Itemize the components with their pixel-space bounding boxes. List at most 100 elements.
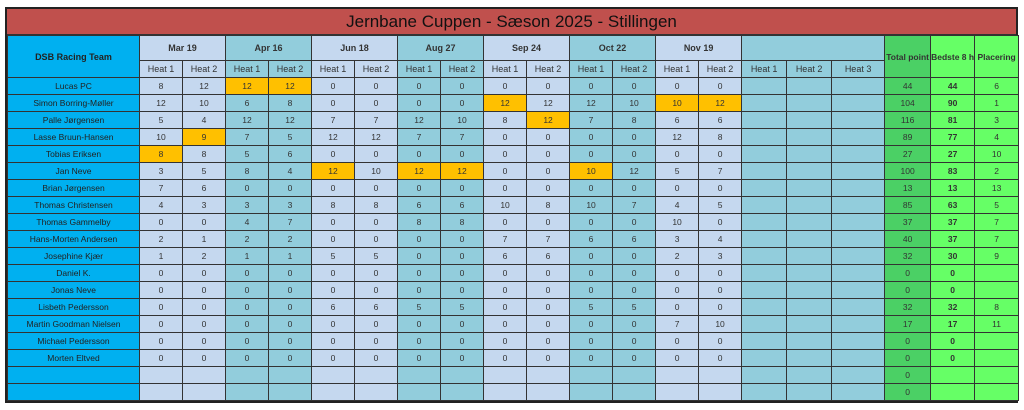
placement-cell[interactable]: 3 (974, 111, 1020, 129)
heat-score-cell[interactable] (786, 264, 833, 282)
heat-score-cell[interactable]: 0 (182, 281, 226, 299)
heat-score-cell[interactable]: 0 (182, 315, 226, 333)
heat-score-cell[interactable] (741, 315, 788, 333)
heat-score-cell[interactable]: 1 (267, 247, 313, 265)
heat-score-cell[interactable]: 0 (483, 145, 528, 163)
heat-score-cell[interactable] (267, 366, 313, 384)
heat-score-cell[interactable]: 7 (397, 128, 442, 146)
driver-name[interactable] (7, 366, 140, 384)
heat-score-cell[interactable]: 5 (139, 111, 183, 129)
heat-score-cell[interactable]: 0 (397, 349, 442, 367)
heat-score-cell[interactable]: 0 (354, 145, 399, 163)
heat-score-cell[interactable]: 10 (182, 94, 226, 112)
driver-name[interactable]: Jonas Neve (7, 281, 140, 299)
heat-score-cell[interactable]: 0 (569, 247, 614, 265)
heat-score-cell[interactable]: 10 (139, 128, 183, 146)
heat-score-cell[interactable]: 0 (569, 128, 614, 146)
heat-score-cell[interactable]: 8 (225, 162, 269, 180)
heat-score-cell[interactable]: 0 (483, 179, 528, 197)
heat-score-cell[interactable] (786, 366, 833, 384)
heat-score-cell[interactable]: 0 (526, 332, 571, 350)
heat-score-cell[interactable] (831, 315, 886, 333)
heat-score-cell[interactable] (786, 94, 833, 112)
heat-score-cell[interactable]: 0 (311, 349, 356, 367)
best-8-cell[interactable]: 37 (930, 230, 976, 248)
best-8-cell[interactable]: 0 (930, 349, 976, 367)
heat-score-cell[interactable]: 8 (526, 196, 571, 214)
heat-score-cell[interactable]: 0 (182, 213, 226, 231)
heat-score-cell[interactable] (786, 247, 833, 265)
heat-score-cell[interactable]: 0 (569, 332, 614, 350)
heat-score-cell[interactable] (786, 298, 833, 316)
heat-score-cell[interactable]: 0 (440, 349, 485, 367)
heat-score-cell[interactable]: 10 (655, 213, 700, 231)
heat-score-cell[interactable] (741, 213, 788, 231)
driver-name[interactable]: Lasse Bruun-Hansen (7, 128, 140, 146)
heat-score-cell[interactable]: 0 (569, 315, 614, 333)
heat-score-cell[interactable]: 5 (569, 298, 614, 316)
heat-score-cell[interactable]: 12 (526, 111, 571, 129)
heat-score-cell[interactable]: 0 (225, 179, 269, 197)
total-points-cell[interactable]: 85 (884, 196, 932, 214)
heat-score-cell[interactable] (831, 230, 886, 248)
heat-score-cell[interactable] (354, 366, 399, 384)
driver-name[interactable]: Daniel K. (7, 264, 140, 282)
heat-score-cell[interactable]: 0 (655, 332, 700, 350)
total-points-cell[interactable]: 100 (884, 162, 932, 180)
heat-score-cell[interactable] (786, 128, 833, 146)
heat-score-cell[interactable] (831, 349, 886, 367)
heat-score-cell[interactable] (786, 281, 833, 299)
heat-score-cell[interactable]: 4 (225, 213, 269, 231)
driver-name[interactable]: Hans-Morten Andersen (7, 230, 140, 248)
heat-score-cell[interactable] (741, 383, 788, 401)
heat-score-cell[interactable]: 0 (655, 298, 700, 316)
heat-score-cell[interactable] (741, 247, 788, 265)
driver-name[interactable]: Josephine Kjær (7, 247, 140, 265)
heat-score-cell[interactable] (741, 162, 788, 180)
heat-score-cell[interactable]: 0 (139, 264, 183, 282)
placement-cell[interactable]: 1 (974, 94, 1020, 112)
heat-score-cell[interactable]: 9 (182, 128, 226, 146)
heat-score-cell[interactable]: 4 (182, 111, 226, 129)
heat-score-cell[interactable]: 0 (569, 179, 614, 197)
total-points-cell[interactable]: 37 (884, 213, 932, 231)
heat-score-cell[interactable] (831, 179, 886, 197)
heat-score-cell[interactable]: 0 (311, 315, 356, 333)
heat-score-cell[interactable]: 0 (440, 77, 485, 95)
heat-score-cell[interactable]: 10 (569, 196, 614, 214)
heat-score-cell[interactable]: 0 (526, 315, 571, 333)
driver-name[interactable]: Michael Pedersson (7, 332, 140, 350)
heat-score-cell[interactable]: 0 (311, 281, 356, 299)
heat-score-cell[interactable]: 6 (354, 298, 399, 316)
heat-score-cell[interactable] (182, 383, 226, 401)
driver-name[interactable]: Jan Neve (7, 162, 140, 180)
total-points-cell[interactable]: 40 (884, 230, 932, 248)
heat-score-cell[interactable] (831, 264, 886, 282)
heat-score-cell[interactable]: 6 (612, 230, 657, 248)
heat-score-cell[interactable]: 10 (569, 162, 614, 180)
heat-score-cell[interactable]: 0 (311, 264, 356, 282)
heat-score-cell[interactable] (483, 366, 528, 384)
heat-score-cell[interactable]: 5 (311, 247, 356, 265)
heat-score-cell[interactable]: 6 (440, 196, 485, 214)
heat-score-cell[interactable]: 12 (440, 162, 485, 180)
heat-score-cell[interactable]: 0 (182, 349, 226, 367)
heat-score-cell[interactable]: 3 (655, 230, 700, 248)
heat-score-cell[interactable]: 12 (612, 162, 657, 180)
heat-score-cell[interactable]: 12 (526, 94, 571, 112)
heat-score-cell[interactable]: 0 (698, 281, 743, 299)
heat-score-cell[interactable] (526, 366, 571, 384)
driver-name[interactable]: Tobias Eriksen (7, 145, 140, 163)
heat-score-cell[interactable]: 6 (397, 196, 442, 214)
heat-score-cell[interactable]: 12 (311, 162, 356, 180)
heat-score-cell[interactable] (741, 281, 788, 299)
heat-score-cell[interactable] (741, 111, 788, 129)
heat-score-cell[interactable]: 0 (569, 349, 614, 367)
heat-score-cell[interactable]: 7 (139, 179, 183, 197)
heat-score-cell[interactable]: 0 (267, 315, 313, 333)
heat-score-cell[interactable]: 0 (354, 332, 399, 350)
heat-score-cell[interactable]: 0 (483, 281, 528, 299)
heat-score-cell[interactable]: 0 (612, 213, 657, 231)
heat-score-cell[interactable]: 4 (267, 162, 313, 180)
heat-score-cell[interactable] (483, 383, 528, 401)
